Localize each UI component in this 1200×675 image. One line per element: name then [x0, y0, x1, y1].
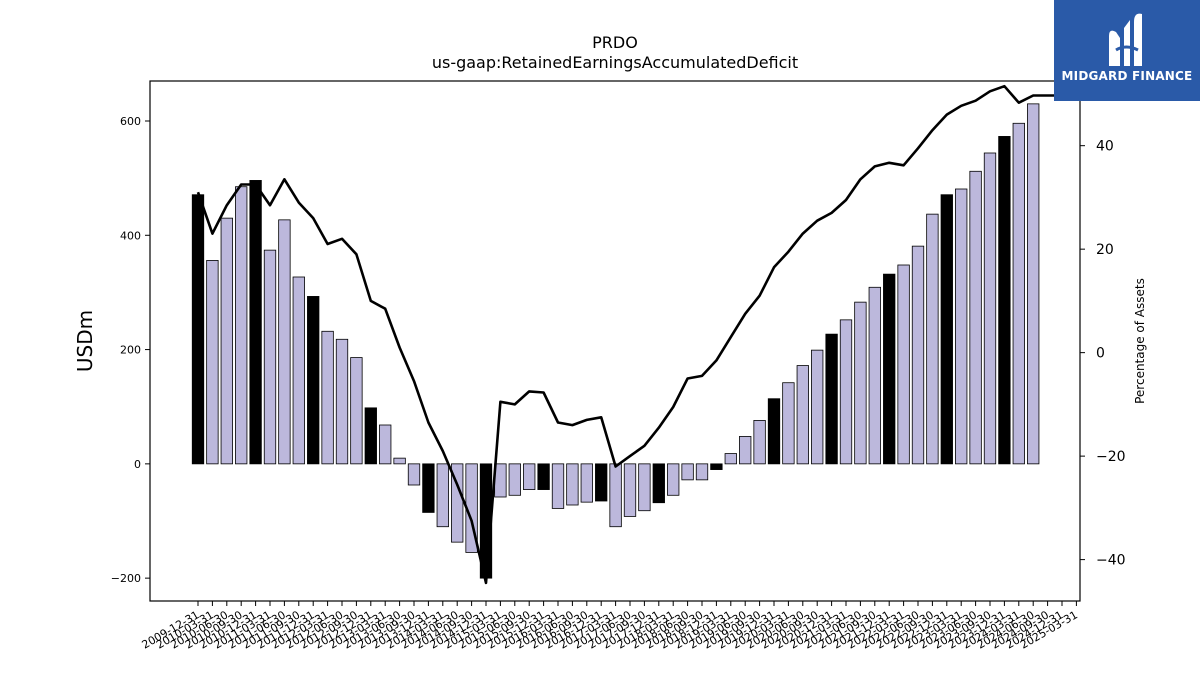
bar-2012-06-30: [335, 338, 349, 465]
bar-2020-12-31: [825, 333, 838, 465]
bar-2011-03-31: [263, 249, 277, 465]
bar-2012-03-31: [321, 330, 334, 465]
bar-2022-06-30: [911, 245, 925, 465]
logo-mark-icon: [1109, 13, 1142, 67]
bar-2014-03-31: [436, 463, 449, 528]
bar-2017-12-31: [652, 463, 665, 504]
brand-logo: MIDGARD FINANCE: [1054, 0, 1200, 101]
y-tick-label: 600: [120, 115, 141, 128]
bar-2024-03-31: [1012, 122, 1025, 465]
percent-of-assets-line: [196, 84, 1077, 585]
bar-2010-06-30: [220, 217, 233, 465]
bar-2019-09-30: [753, 420, 766, 465]
chart-subtitle: us-gaap:RetainedEarningsAccumulatedDefic…: [432, 53, 798, 72]
percent-line-series: [196, 84, 1077, 585]
bar-2022-09-30: [926, 213, 939, 465]
logo-text: MIDGARD FINANCE: [1061, 69, 1193, 83]
y2-tick-label: 40: [1096, 139, 1114, 155]
plot-frame: [149, 80, 1081, 602]
bar-2011-09-30: [292, 276, 305, 465]
x-axis: 2009-12-312010-03-312010-06-302010-09-30…: [140, 601, 1080, 652]
bar-2016-09-30: [580, 463, 593, 503]
bar-2016-06-30: [566, 463, 579, 506]
bar-2013-09-30: [407, 463, 421, 486]
bar-2013-06-30: [393, 457, 406, 465]
y-axis-label: USDm: [73, 310, 97, 372]
bar-2015-03-31: [494, 463, 507, 498]
bar-2012-09-30: [350, 357, 363, 465]
bar-2020-03-31: [782, 382, 795, 465]
bar-2019-12-31: [767, 398, 781, 465]
y2-tick-label: 20: [1096, 242, 1114, 258]
bar-2017-03-31: [609, 463, 622, 528]
bar-2024-06-30: [1027, 103, 1040, 465]
bar-2021-09-30: [868, 286, 881, 465]
y-tick-label: 400: [120, 229, 141, 242]
bar-2023-06-30: [969, 170, 982, 465]
bar-2022-03-31: [897, 264, 910, 465]
bar-2009-12-31: [191, 194, 205, 465]
bar-2019-06-30: [739, 436, 752, 465]
bar-2013-12-31: [422, 463, 435, 513]
bar-2023-12-31: [998, 136, 1011, 465]
bar-2016-12-31: [595, 463, 608, 502]
bar-2011-06-30: [278, 219, 291, 465]
y-tick-label: −200: [111, 572, 141, 585]
bar-2018-06-30: [681, 463, 694, 481]
bar-2021-03-31: [839, 319, 853, 465]
bar-2015-09-30: [523, 463, 536, 490]
bar-2014-06-30: [451, 463, 464, 543]
bar-2015-06-30: [508, 463, 521, 496]
bar-2016-03-31: [551, 463, 565, 509]
bar-2022-12-31: [940, 194, 953, 465]
bar-2017-06-30: [623, 463, 637, 517]
bar-2013-03-31: [379, 424, 392, 465]
bar-2018-12-31: [710, 463, 723, 470]
y2-tick-label: 0: [1096, 346, 1105, 362]
bar-2012-12-31: [364, 407, 377, 465]
bar-2011-12-31: [307, 296, 320, 465]
bar-2018-03-31: [667, 463, 680, 496]
bar-2018-09-30: [695, 463, 709, 481]
bar-series: [191, 103, 1040, 579]
bar-2019-03-31: [724, 453, 737, 465]
bar-2010-09-30: [235, 186, 248, 465]
y-tick-label: 0: [134, 458, 141, 471]
y2-axis-label: Percentage of Assets: [1133, 278, 1147, 404]
bar-2023-03-31: [955, 188, 968, 465]
chart-title: PRDO: [592, 33, 638, 52]
left-y-axis: −200 0 200 400 600: [111, 115, 150, 585]
bar-2010-12-31: [249, 180, 262, 465]
bar-2020-06-30: [796, 365, 809, 465]
bar-2021-06-30: [854, 301, 867, 465]
bar-2023-09-30: [983, 152, 997, 465]
y-tick-label: 200: [120, 344, 141, 357]
bar-2015-12-31: [537, 463, 550, 490]
bar-2017-09-30: [638, 463, 651, 512]
bar-2021-12-31: [883, 273, 896, 465]
bar-2020-09-30: [811, 349, 824, 465]
bar-2010-03-31: [206, 260, 219, 465]
right-y-axis: −40 −20 0 20 40: [1080, 139, 1126, 569]
y2-tick-label: −20: [1096, 449, 1126, 465]
y2-tick-label: −40: [1096, 553, 1126, 569]
